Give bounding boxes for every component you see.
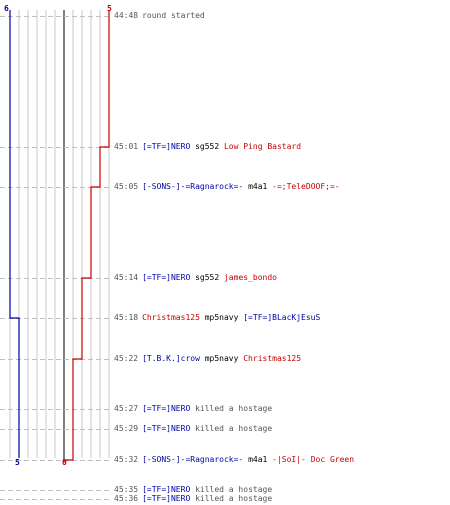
event-row: 44:48 round started (114, 10, 205, 22)
weapon-name: sg552 (190, 273, 220, 282)
player-name: [=TF=]NERO (142, 424, 191, 433)
weapon-name: m4a1 (243, 455, 268, 464)
event-time: 45:27 (114, 404, 139, 413)
player-name: [=TF=]NERO (142, 494, 191, 503)
event-text: killed a hostage (190, 485, 273, 494)
event-text: killed a hostage (190, 424, 273, 433)
player-name: [=TF=]NERO (142, 142, 191, 151)
event-row: 45:36 [=TF=]NERO killed a hostage (114, 493, 272, 505)
event-row: 45:32 [-SONS-]-=Ragnarock=- m4a1 -|SoI|- … (114, 454, 354, 466)
player-name: [T.B.K.]crow (142, 354, 200, 363)
red-team-start-count: 5 (107, 4, 112, 13)
event-text: round started (142, 11, 205, 20)
player-name: [=TF=]BLacKjEsuS (238, 313, 321, 322)
player-name: [=TF=]NERO (142, 273, 191, 282)
player-name: [=TF=]NERO (142, 404, 191, 413)
event-row: 45:27 [=TF=]NERO killed a hostage (114, 403, 272, 415)
event-time: 45:36 (114, 494, 139, 503)
weapon-name: m4a1 (243, 182, 268, 191)
event-row: 45:05 [-SONS-]-=Ragnarock=- m4a1 -=;TeleD… (114, 181, 340, 193)
player-name: [-SONS-]-=Ragnarock=- (142, 182, 244, 191)
event-row: 45:01 [=TF=]NERO sg552 Low Ping Bastard (114, 141, 301, 153)
event-text: killed a hostage (190, 404, 273, 413)
blue-team-end-count: 5 (15, 458, 20, 467)
event-row: 45:35 [=TF=]NERO killed a hostage (114, 484, 272, 496)
event-time: 45:32 (114, 455, 139, 464)
event-time: 45:22 (114, 354, 139, 363)
event-time: 45:05 (114, 182, 139, 191)
event-time: 44:48 (114, 11, 139, 20)
red-team-end-count: 0 (62, 458, 67, 467)
weapon-name: mp5navy (199, 354, 239, 363)
player-name: james_bondo (219, 273, 277, 282)
player-name: Low Ping Bastard (219, 142, 302, 151)
event-time: 45:35 (114, 485, 139, 494)
event-row: 45:18 Christmas125 mp5navy [=TF=]BLacKjEs… (114, 312, 320, 324)
weapon-name: sg552 (190, 142, 220, 151)
event-time: 45:18 (114, 313, 139, 322)
player-name: [=TF=]NERO (142, 485, 191, 494)
event-row: 45:14 [=TF=]NERO sg552 james_bondo (114, 272, 277, 284)
blue-team-line (9, 10, 20, 458)
player-name: Christmas125 (142, 313, 200, 322)
weapon-name: mp5navy (199, 313, 239, 322)
player-name: [-SONS-]-=Ragnarock=- (142, 455, 244, 464)
player-name: -|SoI|- Doc Green (267, 455, 355, 464)
event-time: 45:01 (114, 142, 139, 151)
red-team-line (63, 10, 110, 462)
player-name: Christmas125 (238, 354, 302, 363)
event-time: 45:14 (114, 273, 139, 282)
blue-team-start-count: 6 (4, 4, 9, 13)
event-row: 45:29 [=TF=]NERO killed a hostage (114, 423, 272, 435)
event-time: 45:29 (114, 424, 139, 433)
event-row: 45:22 [T.B.K.]crow mp5navy Christmas125 (114, 353, 301, 365)
event-text: killed a hostage (190, 494, 273, 503)
player-name: -=;TeleDOOF;=- (267, 182, 340, 191)
